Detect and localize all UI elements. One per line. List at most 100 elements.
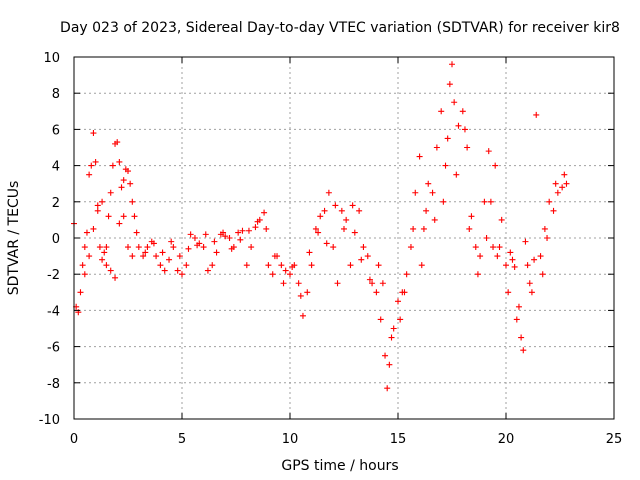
- data-point: [282, 267, 289, 274]
- y-axis-label: SDTVAR / TECUs: [6, 181, 22, 296]
- data-point: [304, 289, 311, 296]
- data-point: [140, 253, 147, 260]
- data-point: [209, 262, 216, 269]
- data-point: [483, 235, 490, 241]
- data-point: [109, 162, 116, 169]
- x-tick-label: 10: [282, 432, 299, 447]
- y-tick-label: 4: [52, 160, 60, 175]
- data-point: [168, 238, 175, 245]
- data-point: [382, 352, 389, 359]
- y-tick-label: 8: [52, 87, 60, 102]
- data-point: [507, 249, 514, 256]
- x-tick-label: 15: [390, 432, 407, 447]
- data-point: [112, 274, 119, 281]
- data-point: [485, 148, 492, 155]
- data-point: [498, 216, 505, 223]
- data-point: [472, 244, 479, 251]
- data-point: [487, 198, 494, 205]
- data-point: [459, 108, 466, 115]
- data-point: [265, 262, 272, 269]
- data-point: [474, 271, 481, 278]
- data-point: [537, 253, 544, 260]
- data-point: [107, 189, 114, 196]
- data-point: [490, 244, 497, 251]
- data-point: [407, 244, 414, 251]
- data-point: [174, 267, 181, 274]
- data-point: [442, 162, 449, 169]
- data-point: [133, 229, 140, 236]
- data-point: [401, 289, 408, 296]
- data-point: [554, 189, 561, 196]
- data-point: [295, 280, 302, 287]
- data-point: [492, 162, 499, 169]
- y-tick-label: -6: [47, 341, 60, 356]
- y-tick-label: -4: [47, 304, 60, 319]
- data-point: [552, 180, 559, 187]
- data-point: [125, 168, 131, 175]
- data-point: [546, 198, 553, 205]
- data-point: [425, 180, 432, 187]
- data-point: [423, 207, 430, 214]
- data-point: [358, 256, 365, 263]
- x-tick-label: 0: [70, 432, 78, 447]
- data-point: [550, 207, 557, 214]
- data-point: [116, 220, 123, 227]
- data-point: [280, 280, 287, 287]
- data-point: [522, 238, 529, 245]
- y-tick-label: 10: [43, 51, 60, 66]
- data-point: [433, 144, 440, 151]
- data-point: [99, 198, 106, 205]
- data-point: [150, 240, 157, 247]
- y-tick-label: 2: [52, 196, 60, 211]
- data-point: [317, 213, 324, 220]
- y-tick-label: -8: [47, 377, 60, 392]
- data-point: [312, 225, 319, 232]
- data-point: [515, 303, 522, 310]
- data-point: [338, 207, 345, 214]
- data-point: [334, 280, 341, 287]
- data-point: [468, 213, 475, 220]
- data-point: [120, 177, 127, 184]
- data-point: [202, 231, 209, 238]
- data-point: [99, 256, 106, 263]
- data-point: [451, 99, 458, 106]
- data-point: [161, 267, 168, 274]
- data-point: [299, 312, 306, 319]
- data-point: [261, 209, 268, 216]
- data-point: [211, 238, 218, 245]
- data-point: [509, 256, 516, 263]
- data-point: [449, 61, 455, 68]
- data-point: [187, 231, 194, 238]
- data-point: [461, 126, 468, 133]
- y-tick-label: -2: [47, 268, 60, 283]
- data-point: [349, 202, 356, 209]
- data-point: [222, 233, 229, 240]
- data-point: [183, 262, 190, 269]
- data-point: [131, 213, 138, 220]
- data-point: [481, 198, 488, 205]
- data-point: [308, 262, 315, 269]
- data-point: [107, 267, 114, 274]
- data-point: [125, 244, 131, 251]
- data-point: [252, 224, 259, 231]
- data-point: [269, 271, 276, 278]
- data-points: [71, 61, 570, 392]
- data-point: [494, 253, 501, 260]
- data-point: [191, 235, 198, 241]
- data-point: [412, 189, 419, 196]
- data-point: [384, 385, 391, 392]
- y-tick-label: 6: [52, 123, 60, 138]
- data-point: [81, 271, 88, 278]
- x-tick-label: 25: [606, 432, 623, 447]
- data-point: [403, 271, 410, 278]
- data-point: [297, 292, 304, 299]
- data-point: [360, 244, 367, 251]
- chart-title: Day 023 of 2023, Sidereal Day-to-day VTE…: [60, 20, 620, 36]
- data-point: [96, 244, 103, 251]
- data-point: [127, 180, 134, 187]
- data-point: [528, 289, 535, 296]
- data-point: [533, 111, 540, 118]
- data-point: [135, 244, 142, 251]
- data-point: [524, 262, 531, 269]
